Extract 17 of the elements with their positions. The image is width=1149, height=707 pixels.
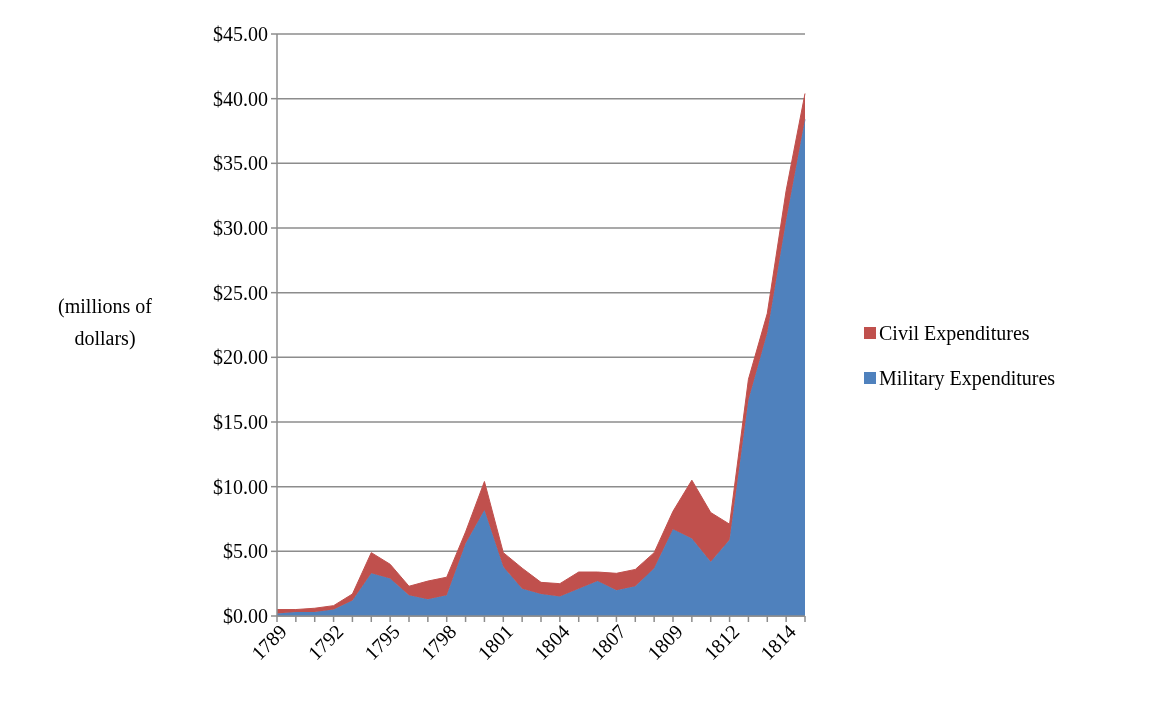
y-tick-label: $45.00 [213, 23, 268, 45]
x-tick-label: 1812 [699, 620, 744, 665]
y-tick-label: $0.00 [223, 605, 268, 627]
y-tick-label: $35.00 [213, 152, 268, 175]
x-tick-label: 1809 [642, 620, 687, 665]
y-tick-label: $25.00 [213, 281, 268, 304]
legend-label: Civil Expenditures [879, 322, 1030, 345]
y-tick-label: $20.00 [213, 346, 268, 369]
y-tick-label: $30.00 [213, 217, 268, 239]
y-tick-label: $10.00 [213, 475, 268, 498]
y-tick-label: $5.00 [223, 540, 268, 563]
legend-label: Military Expenditures [879, 367, 1056, 390]
y-tick-label: $15.00 [213, 411, 268, 433]
x-tick-label: 1801 [473, 620, 518, 665]
y-axis-title: (millions of dollars) [58, 295, 153, 350]
y-tick-label: $40.00 [213, 87, 268, 110]
x-tick-label: 1792 [303, 620, 348, 665]
